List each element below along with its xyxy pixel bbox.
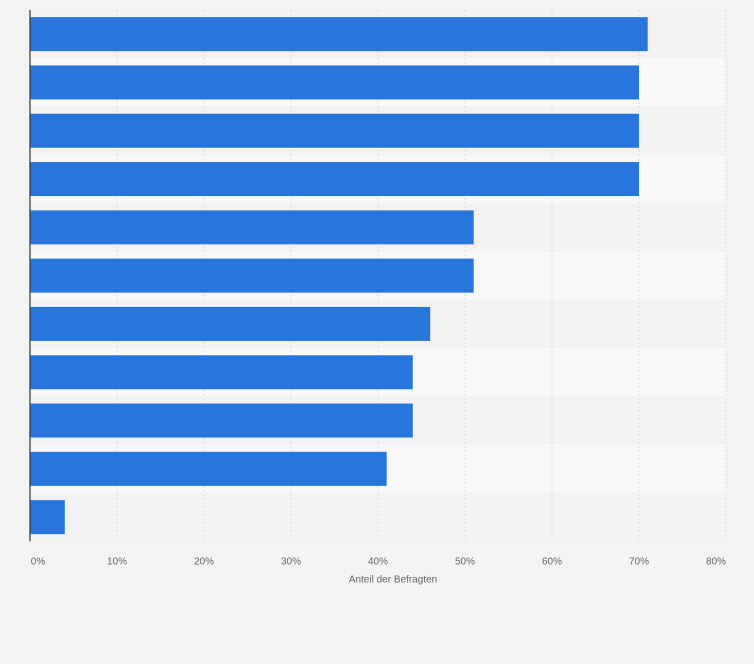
bar[interactable]: [30, 355, 413, 390]
x-tick-label: 50%: [455, 556, 475, 567]
bar[interactable]: [30, 258, 474, 293]
row-band: [30, 493, 726, 542]
bar[interactable]: [30, 306, 431, 341]
x-tick-label: 30%: [281, 556, 301, 567]
bar[interactable]: [30, 403, 413, 438]
bar[interactable]: [30, 65, 639, 100]
x-axis-title: Anteil der Befragten: [349, 574, 437, 585]
bar[interactable]: [30, 500, 65, 535]
x-tick-label: 40%: [368, 556, 388, 567]
x-tick-label: 10%: [107, 556, 127, 567]
bars: [30, 17, 648, 535]
x-tick-label: 60%: [542, 556, 562, 567]
bar[interactable]: [30, 451, 387, 486]
x-axis-ticks: 0% 10% 20% 30% 40% 50% 60% 70% 80%: [31, 556, 726, 567]
x-tick-label: 20%: [194, 556, 214, 567]
bar[interactable]: [30, 210, 474, 245]
x-tick-label: 80%: [706, 556, 726, 567]
bar[interactable]: [30, 162, 639, 197]
bar[interactable]: [30, 113, 639, 148]
bar[interactable]: [30, 17, 648, 52]
x-tick-label: 70%: [629, 556, 649, 567]
x-tick-label: 0%: [31, 556, 46, 567]
